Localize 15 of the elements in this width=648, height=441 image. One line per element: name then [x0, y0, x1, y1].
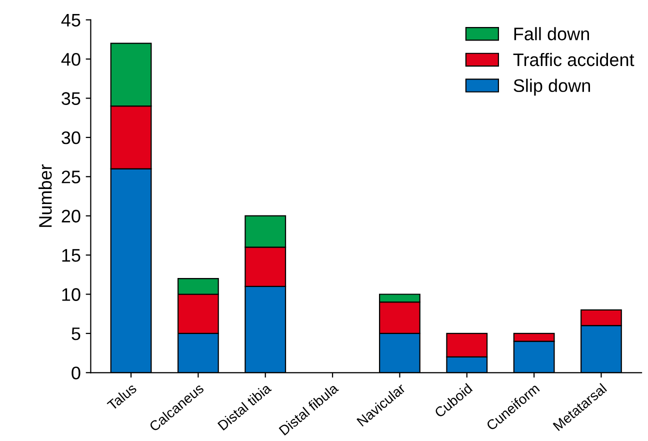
legend-label: Traffic accident [513, 52, 634, 66]
y-tick-label: 15 [62, 249, 80, 262]
x-tick-label: Talus [106, 382, 138, 411]
legend-label: Fall down [514, 27, 589, 40]
legend-label: Slip down [514, 78, 590, 96]
y-tick-label: 30 [62, 131, 80, 144]
y-tick-label: 25 [62, 170, 80, 184]
y-axis-title: Number [38, 164, 52, 227]
y-tick-label: 5 [72, 328, 80, 340]
y-tick-label: 0 [72, 366, 80, 380]
y-tick-label: 35 [62, 92, 80, 105]
y-tick-label: 10 [62, 288, 80, 301]
y-tick-label: 40 [61, 52, 80, 66]
y-tick-label: 45 [61, 14, 80, 27]
y-tick-label: 20 [62, 210, 80, 223]
